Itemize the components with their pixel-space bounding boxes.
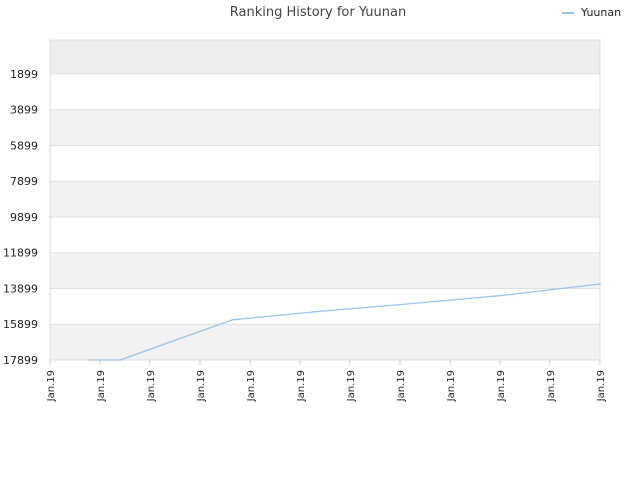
series-point (89, 359, 91, 361)
legend-series-label: Yuunan (581, 6, 622, 19)
x-tick-label: Jan.19 (196, 370, 207, 402)
plot-band (50, 73, 600, 110)
chart-title: Ranking History for Yuunan (229, 5, 407, 20)
series-point (314, 310, 316, 313)
x-tick-label: Jan.19 (296, 370, 307, 402)
x-tick-label: Jan.19 (446, 370, 457, 402)
x-tick-label: Jan.19 (546, 370, 557, 402)
plot-band (50, 40, 600, 74)
x-tick-label: Jan.19 (396, 370, 407, 402)
chart-legend: Yuunan (562, 6, 621, 19)
plot-band (50, 145, 600, 182)
y-tick-label: 11899 (3, 247, 38, 260)
plot-frame (49, 39, 601, 361)
series-point (399, 303, 401, 306)
plot-band (50, 216, 600, 253)
x-tick-label: Jan.19 (46, 370, 57, 402)
plot-band (50, 109, 600, 146)
y-tick-label: 5899 (10, 139, 38, 152)
x-tick-label: Jan.19 (96, 370, 107, 402)
series-point (499, 294, 501, 297)
legend-line-swatch (562, 11, 574, 14)
y-tick-label: 3899 (10, 104, 38, 117)
plot-band (50, 181, 600, 217)
series-point (231, 318, 234, 321)
series-point (119, 359, 121, 361)
x-tick-label: Jan.19 (596, 370, 607, 402)
plot-band (50, 252, 600, 289)
y-tick-label: 17899 (3, 354, 38, 367)
series-point (599, 283, 601, 285)
x-tick-label: Jan.19 (496, 370, 507, 402)
x-tick-label: Jan.19 (146, 370, 157, 402)
y-tick-label: 15899 (3, 318, 38, 331)
plot-band (50, 324, 600, 360)
y-tick-label: 9899 (10, 211, 38, 224)
y-tick-label: 7899 (10, 175, 38, 188)
x-tick-label: Jan.19 (346, 370, 357, 402)
y-tick-label: 1899 (10, 68, 38, 81)
x-tick-label: Jan.19 (246, 370, 257, 402)
y-tick-label: 13899 (3, 282, 38, 295)
